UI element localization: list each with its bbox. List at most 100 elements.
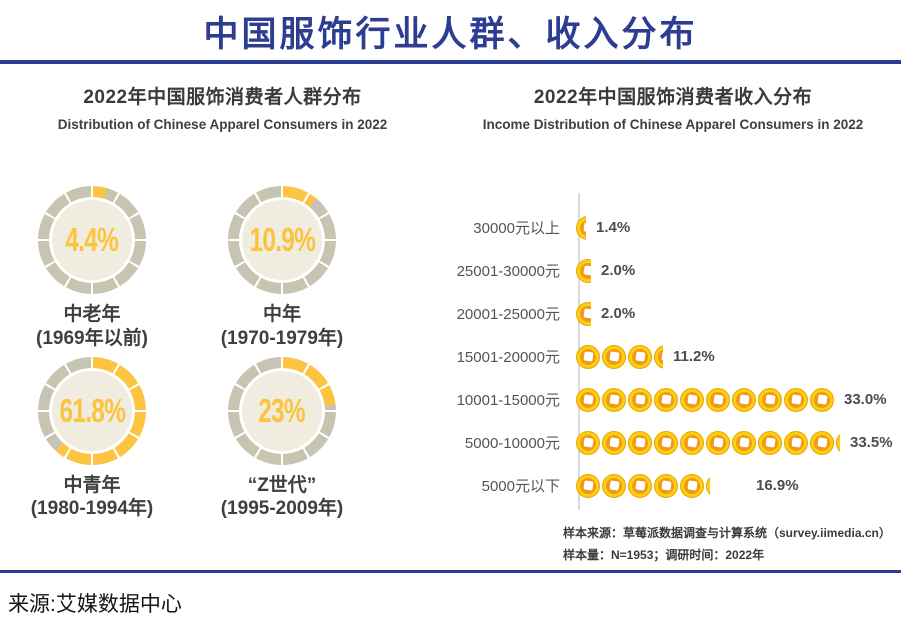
income-row: 15001-20000元 11.2% — [445, 335, 901, 378]
coin-inner-ring — [814, 434, 830, 451]
age-group-cell: 10.9% 中年 (1970-1979年) — [192, 186, 372, 351]
coin-icon — [576, 473, 600, 498]
coin-icon — [784, 387, 808, 412]
donut-center: 61.8% — [52, 370, 132, 451]
income-pct-label: 16.9% — [756, 477, 799, 494]
coin-icon — [680, 387, 704, 412]
coin-square-hole — [634, 351, 646, 362]
partial-coin-icon — [576, 301, 591, 326]
coin-bar — [569, 344, 663, 369]
coin-square-hole — [660, 480, 672, 491]
coin-icon — [602, 430, 626, 455]
coin-icon — [602, 387, 626, 412]
income-bracket-label: 30000元以上 — [473, 220, 560, 237]
coin-inner-ring — [606, 348, 622, 365]
coin-icon — [758, 387, 782, 412]
coin-inner-ring — [684, 434, 700, 451]
donut-pct-value: 4.4% — [65, 221, 119, 258]
coin-icon — [576, 430, 600, 455]
age-group-name: 中青年 — [63, 474, 121, 496]
partial-coin-icon — [654, 344, 663, 369]
age-group-cell: 23% “Z世代” (1995-2009年) — [192, 356, 372, 522]
coin-icon — [654, 344, 663, 369]
coin-square-hole — [582, 351, 594, 362]
income-bracket-label: 5000元以下 — [481, 478, 560, 495]
age-group-cell: 61.8% 中青年 (1980-1994年) — [2, 356, 182, 522]
coin-inner-ring — [580, 262, 591, 279]
coin-square-hole — [738, 437, 750, 448]
age-group-years: (1995-2009年) — [220, 498, 344, 520]
coin-square-hole — [582, 308, 591, 319]
age-group-label: 中年 (1970-1979年) — [221, 303, 344, 351]
coin-icon — [810, 430, 834, 455]
coin-icon — [680, 473, 704, 498]
coin-inner-ring — [814, 391, 830, 408]
sample-source-note: 样本来源：草莓派数据调查与计算系统（survey.iimedia.cn） — [563, 526, 891, 540]
age-group-label: 中老年 (1969年以前) — [36, 303, 148, 351]
coin-inner-ring — [606, 434, 622, 451]
data-source-label: 来源:艾媒数据中心 — [8, 593, 182, 616]
partial-coin-icon — [576, 215, 586, 240]
coin-bar — [569, 387, 834, 412]
income-distribution-panel: 2022年中国服饰消费者收入分布 Income Distribution of … — [445, 68, 901, 562]
coin-icon — [576, 387, 600, 412]
donut-gauge: 61.8% — [38, 356, 146, 465]
income-row: 10001-15000元 33.0% — [445, 378, 901, 421]
age-group-years: (1969年以前) — [36, 327, 148, 349]
coin-inner-ring — [762, 391, 778, 408]
income-row: 5000-10000元 33.5% — [445, 421, 901, 464]
coin-inner-ring — [736, 391, 752, 408]
coin-icon — [784, 430, 808, 455]
coin-square-hole — [660, 437, 672, 448]
coin-square-hole — [764, 394, 776, 405]
coin-square-hole — [582, 222, 586, 233]
coin-square-hole — [608, 480, 620, 491]
income-rows: 30000元以上 1.4% 25001-30000元 2.0% 20001-25000元… — [445, 193, 901, 510]
age-group-cell: 4.4% 中老年 (1969年以前) — [2, 186, 182, 351]
coin-icon — [654, 473, 678, 498]
coin-inner-ring — [580, 305, 591, 322]
coin-square-hole — [712, 394, 724, 405]
coin-inner-ring — [580, 434, 596, 451]
donut-gauge: 4.4% — [38, 186, 146, 294]
coin-bar — [569, 301, 591, 326]
age-group-label: 中青年 (1980-1994年) — [31, 474, 154, 522]
coin-square-hole — [790, 394, 802, 405]
coin-square-hole — [608, 437, 620, 448]
donut-center: 23% — [242, 370, 322, 451]
sample-size-note: 样本量：N=1953；调研时间：2022年 — [563, 548, 765, 562]
coin-inner-ring — [606, 391, 622, 408]
coin-icon — [654, 387, 678, 412]
income-row: 25001-30000元 2.0% — [445, 249, 901, 292]
coin-square-hole — [790, 437, 802, 448]
income-pct-label: 11.2% — [673, 348, 715, 365]
donut-pct-value: 61.8% — [59, 391, 125, 429]
donut-gauge-grid: 4.4% 中老年 (1969年以前) 10.9% 中年 (1970-1979年) 61.8%… — [2, 186, 372, 521]
coin-icon — [628, 387, 652, 412]
income-bracket-label: 5000-10000元 — [464, 435, 560, 452]
coin-inner-ring — [580, 219, 586, 236]
coin-inner-ring — [658, 391, 674, 408]
coin-inner-ring — [658, 434, 674, 451]
donut-gauge: 10.9% — [228, 186, 336, 294]
coin-icon — [706, 473, 710, 498]
income-bracket-label: 15001-20000元 — [456, 349, 560, 366]
coin-square-hole — [660, 351, 663, 362]
title-underline — [0, 60, 901, 64]
coin-inner-ring — [788, 434, 804, 451]
donut-pct-value: 10.9% — [249, 221, 315, 258]
coin-inner-ring — [736, 434, 752, 451]
income-panel-title: 2022年中国服饰消费者收入分布 — [533, 87, 813, 108]
coin-inner-ring — [632, 348, 648, 365]
coin-square-hole — [738, 394, 750, 405]
coin-square-hole — [608, 351, 620, 362]
coin-inner-ring — [580, 477, 596, 494]
coin-square-hole — [582, 480, 594, 491]
coin-square-hole — [634, 394, 646, 405]
coin-icon — [576, 301, 591, 326]
coin-icon — [680, 430, 704, 455]
coin-inner-ring — [658, 477, 674, 494]
coin-icon — [628, 473, 652, 498]
donut-pct-value: 23% — [258, 391, 306, 429]
